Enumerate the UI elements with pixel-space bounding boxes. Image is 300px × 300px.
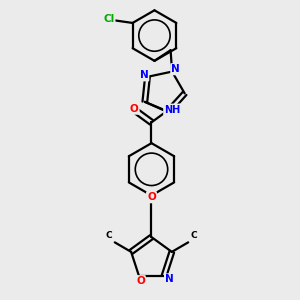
Text: O: O bbox=[130, 104, 139, 114]
Text: N: N bbox=[165, 274, 174, 284]
Text: C: C bbox=[106, 231, 112, 240]
Text: O: O bbox=[147, 192, 156, 202]
Text: NH: NH bbox=[164, 105, 180, 115]
Text: Cl: Cl bbox=[103, 14, 114, 24]
Text: C: C bbox=[190, 231, 197, 240]
Text: O: O bbox=[136, 276, 145, 286]
Text: N: N bbox=[140, 70, 148, 80]
Text: N: N bbox=[171, 64, 180, 74]
